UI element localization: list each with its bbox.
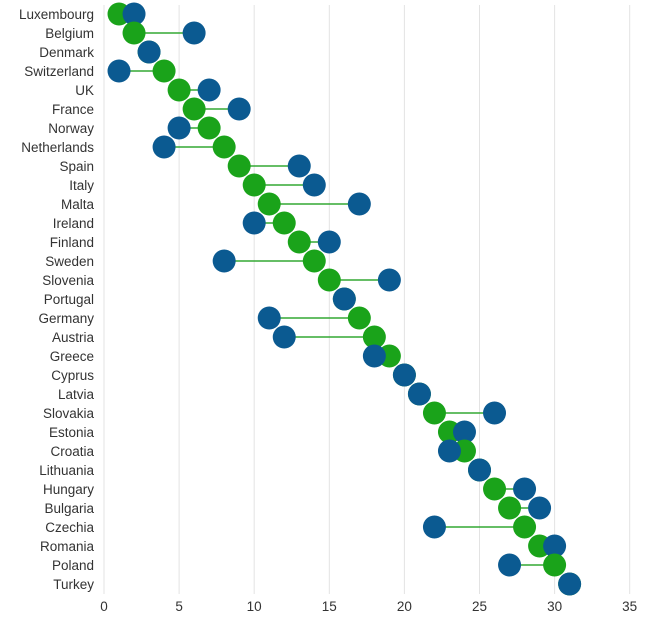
point-blue-greece: [362, 344, 386, 368]
category-label-france: France: [52, 102, 94, 117]
category-label-slovakia: Slovakia: [43, 406, 95, 421]
category-label-turkey: Turkey: [53, 577, 94, 592]
point-green-switzerland: [152, 59, 176, 83]
point-blue-romania: [543, 534, 567, 558]
category-label-spain: Spain: [59, 159, 94, 174]
category-label-luxembourg: Luxembourg: [19, 7, 94, 22]
x-tick-label-10: 10: [247, 599, 262, 614]
point-blue-poland: [498, 553, 522, 577]
point-green-austria: [362, 325, 386, 349]
point-green-malta: [257, 192, 281, 216]
point-blue-slovenia: [377, 268, 401, 292]
point-green-italy: [242, 173, 266, 197]
category-label-cyprus: Cyprus: [51, 368, 94, 383]
category-label-germany: Germany: [38, 311, 94, 326]
category-label-norway: Norway: [48, 121, 94, 136]
point-blue-netherlands: [152, 135, 176, 159]
point-green-finland: [287, 230, 311, 254]
x-tick-label-30: 30: [547, 599, 562, 614]
point-blue-spain: [287, 154, 311, 178]
point-blue-luxembourg: [122, 2, 146, 26]
category-label-greece: Greece: [50, 349, 94, 364]
point-blue-czechia: [422, 515, 446, 539]
grid-layer: [103, 5, 631, 594]
point-green-ireland: [272, 211, 296, 235]
category-labels: Luxembourg Belgium Denmark Switzerland UK Fra…: [19, 7, 95, 592]
x-tick-label-35: 35: [622, 599, 637, 614]
point-blue-cyprus: [392, 363, 416, 387]
point-blue-slovakia: [483, 401, 507, 425]
category-label-switzerland: Switzerland: [24, 64, 94, 79]
point-green-slovakia: [422, 401, 446, 425]
point-green-poland: [543, 553, 567, 577]
x-tick-label-0: 0: [100, 599, 108, 614]
point-blue-sweden: [212, 249, 236, 273]
point-blue-denmark: [137, 40, 161, 64]
point-green-norway: [197, 116, 221, 140]
point-green-uk: [167, 78, 191, 102]
category-label-poland: Poland: [52, 558, 94, 573]
category-label-denmark: Denmark: [39, 45, 94, 60]
x-tick-label-20: 20: [397, 599, 412, 614]
point-green-france: [182, 97, 206, 121]
category-label-ireland: Ireland: [53, 216, 94, 231]
x-tick-labels: 0 5 10 15 20 25 30 35: [100, 599, 637, 614]
point-blue-germany: [257, 306, 281, 330]
point-green-belgium: [122, 21, 146, 45]
point-blue-belgium: [182, 21, 206, 45]
point-blue-norway: [167, 116, 191, 140]
category-label-belgium: Belgium: [45, 26, 94, 41]
point-green-hungary: [483, 477, 507, 501]
point-blue-turkey: [558, 572, 582, 596]
category-label-austria: Austria: [52, 330, 95, 345]
x-tick-label-5: 5: [175, 599, 183, 614]
point-green-spain: [227, 154, 251, 178]
point-blue-france: [227, 97, 251, 121]
point-green-czechia: [513, 515, 537, 539]
x-tick-label-15: 15: [322, 599, 337, 614]
point-blue-austria: [272, 325, 296, 349]
point-blue-switzerland: [107, 59, 131, 83]
point-blue-estonia: [452, 420, 476, 444]
point-green-germany: [347, 306, 371, 330]
point-green-sweden: [302, 249, 326, 273]
point-green-bulgaria: [498, 496, 522, 520]
category-label-finland: Finland: [50, 235, 94, 250]
category-label-estonia: Estonia: [49, 425, 95, 440]
category-label-sweden: Sweden: [45, 254, 94, 269]
category-label-romania: Romania: [40, 539, 95, 554]
point-blue-croatia: [437, 439, 461, 463]
point-blue-finland: [317, 230, 341, 254]
category-label-slovenia: Slovenia: [42, 273, 94, 288]
point-blue-hungary: [513, 477, 537, 501]
point-blue-portugal: [332, 287, 356, 311]
x-tick-label-25: 25: [472, 599, 487, 614]
point-green-netherlands: [212, 135, 236, 159]
point-blue-bulgaria: [528, 496, 552, 520]
category-label-malta: Malta: [61, 197, 95, 212]
point-green-slovenia: [317, 268, 341, 292]
category-label-hungary: Hungary: [43, 482, 94, 497]
category-label-croatia: Croatia: [50, 444, 94, 459]
point-layer: [107, 2, 582, 596]
category-label-italy: Italy: [69, 178, 94, 193]
category-label-czechia: Czechia: [45, 520, 94, 535]
category-label-lithuania: Lithuania: [39, 463, 94, 478]
point-blue-ireland: [242, 211, 266, 235]
point-blue-uk: [197, 78, 221, 102]
point-blue-italy: [302, 173, 326, 197]
point-blue-lithuania: [468, 458, 491, 482]
point-blue-malta: [347, 192, 371, 216]
category-label-netherlands: Netherlands: [21, 140, 94, 155]
category-label-uk: UK: [75, 83, 94, 98]
point-blue-latvia: [407, 382, 431, 406]
category-label-latvia: Latvia: [58, 387, 95, 402]
category-label-bulgaria: Bulgaria: [44, 501, 94, 516]
category-label-portugal: Portugal: [44, 292, 94, 307]
